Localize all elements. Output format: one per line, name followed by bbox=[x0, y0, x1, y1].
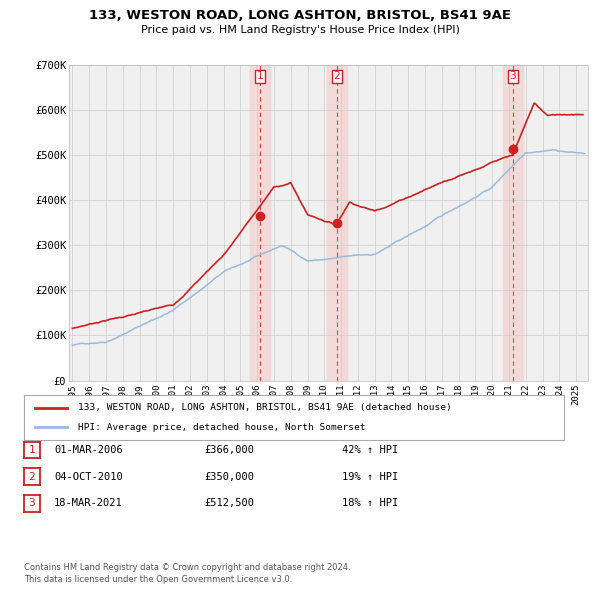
Text: 2: 2 bbox=[28, 472, 35, 481]
Text: 01-MAR-2006: 01-MAR-2006 bbox=[54, 445, 123, 455]
Text: Contains HM Land Registry data © Crown copyright and database right 2024.: Contains HM Land Registry data © Crown c… bbox=[24, 563, 350, 572]
Bar bbox=[327, 65, 347, 381]
Text: HPI: Average price, detached house, North Somerset: HPI: Average price, detached house, Nort… bbox=[78, 422, 365, 432]
Text: 3: 3 bbox=[509, 71, 516, 81]
Text: 04-OCT-2010: 04-OCT-2010 bbox=[54, 472, 123, 481]
Text: Price paid vs. HM Land Registry's House Price Index (HPI): Price paid vs. HM Land Registry's House … bbox=[140, 25, 460, 35]
Text: 18-MAR-2021: 18-MAR-2021 bbox=[54, 499, 123, 508]
Text: £366,000: £366,000 bbox=[204, 445, 254, 455]
Text: 3: 3 bbox=[28, 499, 35, 508]
Text: 42% ↑ HPI: 42% ↑ HPI bbox=[342, 445, 398, 455]
Text: This data is licensed under the Open Government Licence v3.0.: This data is licensed under the Open Gov… bbox=[24, 575, 292, 584]
Text: £512,500: £512,500 bbox=[204, 499, 254, 508]
Text: 19% ↑ HPI: 19% ↑ HPI bbox=[342, 472, 398, 481]
Text: 1: 1 bbox=[28, 445, 35, 455]
Bar bbox=[503, 65, 523, 381]
Text: 133, WESTON ROAD, LONG ASHTON, BRISTOL, BS41 9AE: 133, WESTON ROAD, LONG ASHTON, BRISTOL, … bbox=[89, 9, 511, 22]
Text: £350,000: £350,000 bbox=[204, 472, 254, 481]
Bar bbox=[250, 65, 270, 381]
Text: 18% ↑ HPI: 18% ↑ HPI bbox=[342, 499, 398, 508]
Text: 2: 2 bbox=[334, 71, 340, 81]
Text: 133, WESTON ROAD, LONG ASHTON, BRISTOL, BS41 9AE (detached house): 133, WESTON ROAD, LONG ASHTON, BRISTOL, … bbox=[78, 403, 452, 412]
Text: 1: 1 bbox=[256, 71, 263, 81]
